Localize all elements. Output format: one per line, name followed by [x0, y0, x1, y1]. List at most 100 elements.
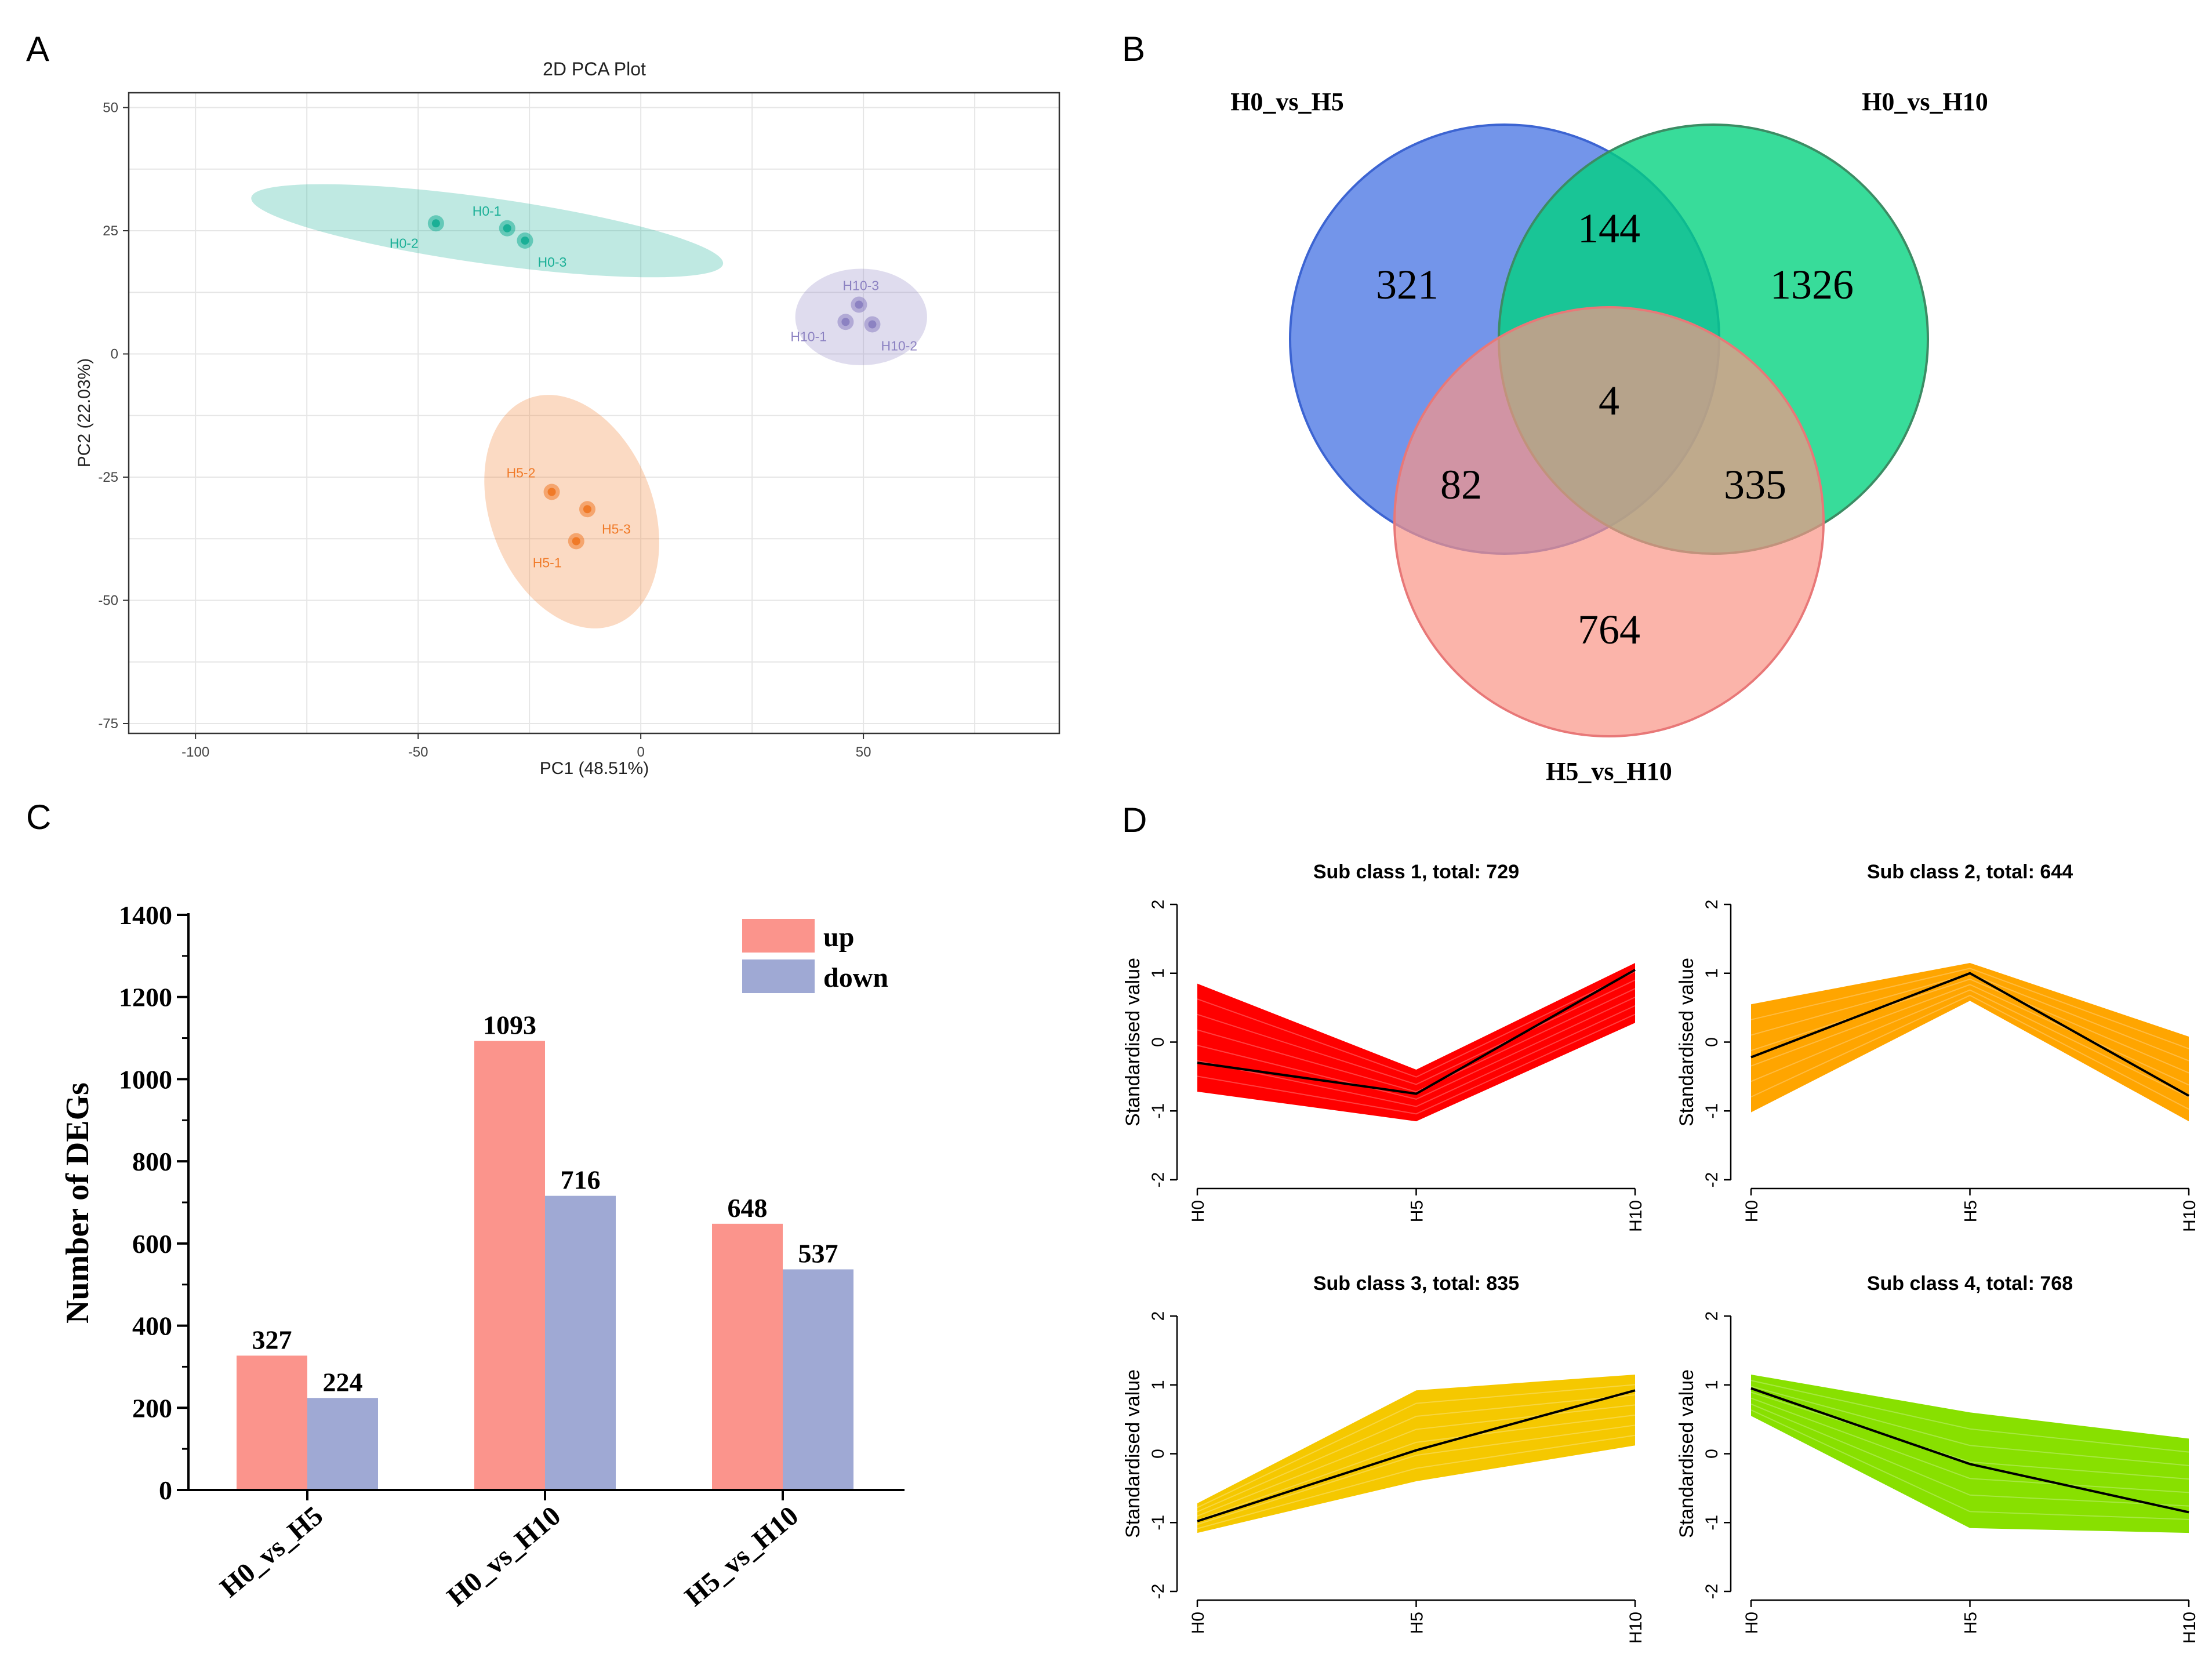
pca-ellipse-h10 — [795, 268, 927, 366]
bar-value-label: 1093 — [483, 1011, 536, 1040]
subplot-trace — [1750, 978, 2189, 1074]
subplot-x-tick-label: H10 — [2180, 1612, 2199, 1644]
subplot-y-tick-label: -1 — [1702, 1103, 1721, 1119]
bar-x-tick-label: H0_vs_H10 — [441, 1500, 566, 1612]
subplot-trace — [1750, 1380, 2189, 1453]
legend-up-label: up — [823, 922, 854, 953]
pca-ellipse-h5 — [484, 395, 659, 628]
subplot-mean-line — [1750, 972, 2189, 1097]
venn-label-h0-vs-h10: H0_vs_H10 — [1862, 88, 1988, 116]
bar-y-tick-label: 1200 — [119, 983, 172, 1012]
pca-x-tick-label: -50 — [408, 744, 428, 760]
pca-y-tick-label: 0 — [111, 347, 118, 362]
pca-y-axis-label: PC2 (22.03%) — [75, 358, 94, 467]
cluster-subplot-1: Sub class 1, total: 729 2 1 0 -1 -2 H0 H5 H10 Sta… — [1122, 861, 1646, 1232]
bar-value-label: 224 — [323, 1367, 363, 1397]
bar-y-tick-label: 600 — [132, 1229, 172, 1259]
bar-up-h0-vs-h5 — [237, 1355, 307, 1490]
subplot-trace — [1197, 1434, 1636, 1529]
subplot-x-tick-label: H10 — [1626, 1612, 1646, 1644]
subplot-x-tick-label: H5 — [1408, 1200, 1427, 1222]
subplot-y-tick-label: 1 — [1149, 1380, 1168, 1390]
venn-count-ac: 82 — [1440, 461, 1482, 508]
pca-point-h5-2 — [547, 488, 556, 496]
legend-up-swatch — [742, 919, 815, 953]
cluster-subplot-2: Sub class 2, total: 644 2 1 0 -1 -2 H0 H5 H10 Sta… — [1676, 861, 2199, 1232]
venn-count-bc: 335 — [1724, 461, 1786, 508]
subplot-x-tick-label: H0 — [1742, 1612, 1761, 1634]
subplot-y-tick-label: 2 — [1149, 1311, 1168, 1321]
pca-point-label: H10-2 — [881, 339, 917, 354]
bar-x-tick-label: H5_vs_H10 — [679, 1500, 804, 1612]
pca-point-label: H5-2 — [507, 466, 536, 481]
pca-point-label: H5-1 — [533, 555, 562, 570]
legend-down-swatch — [742, 959, 815, 993]
subplot-trace — [1197, 1013, 1636, 1115]
subplot-band — [1197, 962, 1635, 1122]
subplot-y-tick-label: -1 — [1149, 1103, 1168, 1119]
pca-point-h5-3 — [583, 505, 591, 514]
bar-down-h0-vs-h5 — [307, 1398, 378, 1490]
pca-axis-ticks: -100 -50 0 50 50 25 0 -25 -50 -75 — [98, 100, 871, 761]
subplot-band — [1751, 1374, 2189, 1533]
venn-count-h0-vs-h10-only: 1326 — [1770, 261, 1854, 308]
pca-panel: 2D PCA Plot -100 -50 0 50 50 25 0 -25 -50 -75 H0-… — [75, 59, 1060, 778]
pca-point-h0-3 — [521, 237, 529, 245]
bar-y-tick-label: 0 — [159, 1475, 172, 1505]
pca-point-h0-1 — [503, 224, 511, 232]
subplot-trace — [1750, 1397, 2189, 1493]
subplot-y-tick-label: 1 — [1702, 968, 1721, 978]
subplot-title: Sub class 3, total: 835 — [1313, 1273, 1519, 1295]
pca-y-tick-label: -50 — [98, 593, 118, 609]
subplot-mean-line — [1197, 1389, 1636, 1522]
pca-x-axis-label: PC1 (48.51%) — [540, 759, 649, 778]
subplot-x-tick-label: H0 — [1189, 1612, 1208, 1634]
subplot-trace — [1750, 968, 2189, 1049]
subplot-y-tick-label: 2 — [1702, 900, 1721, 910]
pca-point-h10-3 — [855, 300, 863, 309]
bar-y-axis-label: Number of DEGs — [60, 1082, 96, 1324]
pca-ellipses — [251, 184, 927, 628]
subplot-title: Sub class 4, total: 768 — [1867, 1273, 2073, 1295]
pca-point-label: H5-3 — [602, 521, 631, 536]
bar-y-tick-label: 800 — [132, 1147, 172, 1176]
pca-point-h10-1 — [841, 318, 850, 326]
venn-count-ab: 144 — [1578, 205, 1640, 252]
cluster-subplot-3: Sub class 3, total: 835 2 1 0 -1 -2 H0 H5 H10 Sta… — [1122, 1273, 1646, 1644]
cluster-subplot-4: Sub class 4, total: 768 2 1 0 -1 -2 H0 H5 H10 Sta… — [1676, 1273, 2199, 1644]
subplot-x-tick-label: H5 — [1962, 1612, 1981, 1634]
subplot-y-tick-label: 1 — [1702, 1380, 1721, 1390]
pca-point-label: H0-2 — [390, 235, 419, 250]
pca-points: H0-1 H0-2 H0-3 H5-1 H5-2 H5-3 H10-1 H10-2 H10-3 — [390, 203, 917, 570]
subplot-y-tick-label: 2 — [1149, 900, 1168, 910]
subplot-y-tick-label: -2 — [1149, 1172, 1168, 1188]
pca-point-label: H0-1 — [473, 203, 502, 219]
subplot-y-tick-label: 2 — [1702, 1311, 1721, 1321]
bar-y-tick-label: 1400 — [119, 900, 172, 930]
subplot-trace — [1197, 979, 1636, 1085]
subplot-trace — [1750, 1386, 2189, 1466]
bar-value-label: 327 — [252, 1325, 292, 1354]
subplot-trace — [1197, 1424, 1636, 1525]
venn-count-h5-vs-h10-only: 764 — [1578, 606, 1640, 653]
subplot-band — [1751, 962, 2189, 1122]
pca-gridlines — [129, 93, 1059, 733]
bar-up-h0-vs-h10 — [474, 1041, 545, 1490]
pca-point-h10-2 — [868, 320, 877, 329]
pca-x-tick-label: 0 — [637, 744, 644, 760]
panel-label-d: D — [1122, 801, 1147, 839]
subplot-x-tick-label: H0 — [1189, 1200, 1208, 1222]
venn-label-h0-vs-h5: H0_vs_H5 — [1230, 88, 1344, 116]
pca-plot-frame — [128, 92, 1060, 735]
bar-value-label: 537 — [798, 1238, 838, 1268]
subplot-y-tick-label: -1 — [1149, 1515, 1168, 1531]
panel-label-b: B — [1122, 30, 1145, 68]
subplot-trace — [1750, 989, 2189, 1098]
subplot-trace — [1197, 1005, 1636, 1107]
pca-y-tick-label: 50 — [103, 100, 118, 116]
subplot-y-tick-label: 1 — [1149, 968, 1168, 978]
subplot-trace — [1750, 1403, 2189, 1507]
pca-ellipse-h0 — [251, 184, 724, 278]
bar-y-tick-label: 1000 — [119, 1064, 172, 1094]
